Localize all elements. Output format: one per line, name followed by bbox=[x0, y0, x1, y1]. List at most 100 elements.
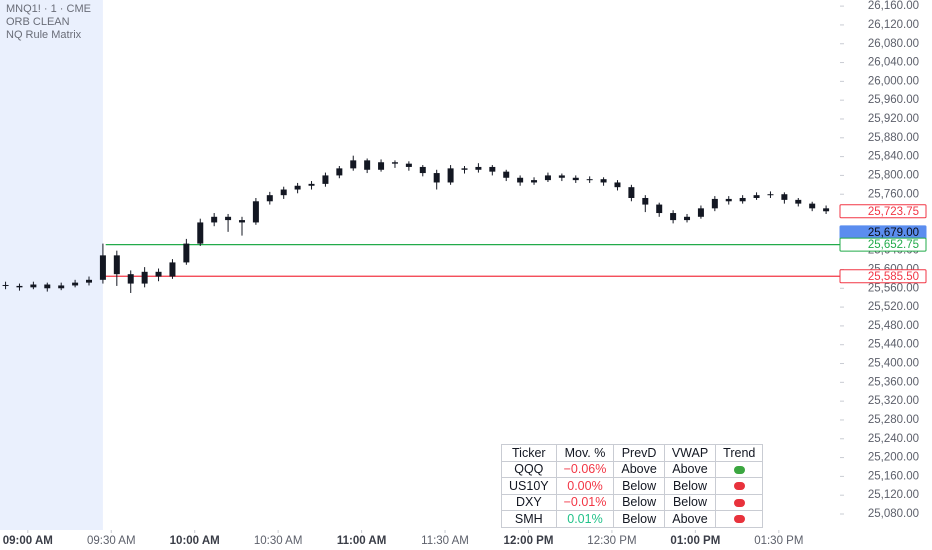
price-box bbox=[839, 204, 927, 219]
indicator-name: ORB CLEAN bbox=[6, 16, 70, 28]
x-tick-label: 10:30 AM bbox=[254, 535, 303, 547]
candle-body bbox=[809, 203, 816, 209]
candle-body bbox=[266, 195, 273, 202]
table-row: SMH 0.01% Below Above bbox=[501, 510, 764, 528]
candle-body bbox=[280, 189, 287, 196]
candle-body bbox=[113, 255, 120, 275]
trend-cell bbox=[715, 493, 764, 511]
candle-body bbox=[531, 180, 538, 183]
candle-body bbox=[405, 163, 412, 167]
candle-body bbox=[628, 187, 635, 198]
y-tick-label: 25,880.00 bbox=[868, 132, 919, 144]
trend-cell bbox=[715, 510, 764, 528]
table-row: DXY −0.01% Below Below bbox=[501, 493, 764, 511]
chart-header: MNQ1! · 1 · CME ORB CLEAN NQ Rule Matrix bbox=[6, 3, 91, 42]
candle-body bbox=[350, 160, 357, 169]
y-tick-label: 25,520.00 bbox=[868, 301, 919, 313]
candle-body bbox=[155, 271, 162, 277]
prevd-cell: Below bbox=[613, 493, 665, 511]
candle-body bbox=[378, 162, 385, 170]
y-tick-label: 25,480.00 bbox=[868, 320, 919, 332]
candle-body bbox=[225, 216, 232, 221]
candle-body bbox=[447, 168, 454, 183]
move-cell: 0.01% bbox=[555, 510, 615, 528]
candle-body bbox=[364, 160, 371, 170]
x-tick-label: 11:00 AM bbox=[337, 535, 386, 547]
x-tick-label: 01:00 PM bbox=[670, 535, 720, 547]
candle-body bbox=[294, 185, 301, 190]
candle-body bbox=[517, 177, 524, 183]
candle-body bbox=[183, 243, 190, 263]
y-tick-label: 25,440.00 bbox=[868, 339, 919, 351]
price-label: 25,679.00 bbox=[868, 227, 919, 239]
candle-body bbox=[670, 213, 677, 221]
candle-body bbox=[461, 168, 468, 170]
candle-body bbox=[238, 220, 245, 223]
trend-cell bbox=[715, 460, 764, 478]
candle-body bbox=[753, 195, 760, 198]
y-tick-label: 26,000.00 bbox=[868, 75, 919, 87]
price-label: 25,652.75 bbox=[868, 239, 919, 251]
table-row: QQQ −0.06% Above Above bbox=[501, 460, 764, 478]
candle-body bbox=[642, 197, 649, 205]
ticker-cell: QQQ bbox=[501, 460, 557, 478]
y-tick-label: 25,560.00 bbox=[868, 282, 919, 294]
y-tick-label: 25,200.00 bbox=[868, 452, 919, 464]
trend-dot bbox=[733, 498, 745, 507]
trend-dot bbox=[733, 482, 745, 491]
table-row: Ticker Mov. % PrevD VWAP Trend bbox=[501, 444, 764, 462]
candle-body bbox=[433, 173, 440, 183]
candle-body bbox=[572, 177, 579, 181]
x-tick-label: 12:00 PM bbox=[504, 535, 554, 547]
ticker-cell: US10Y bbox=[501, 477, 557, 495]
y-tick-label: 25,400.00 bbox=[868, 358, 919, 370]
y-tick-label: 25,240.00 bbox=[868, 433, 919, 445]
x-tick-label: 12:30 PM bbox=[587, 535, 636, 547]
table-row: US10Y 0.00% Below Below bbox=[501, 477, 764, 495]
y-tick-label: 25,800.00 bbox=[868, 169, 919, 181]
table-header: Mov. % bbox=[555, 444, 615, 462]
rule-matrix: Ticker Mov. % PrevD VWAP Trend QQQ −0.06% Above… bbox=[501, 444, 764, 528]
y-tick-label: 25,960.00 bbox=[868, 94, 919, 106]
candle-body bbox=[781, 194, 788, 200]
candle-body bbox=[503, 171, 510, 178]
candle-body bbox=[211, 216, 218, 223]
y-tick-label: 25,360.00 bbox=[868, 376, 919, 388]
ticker-cell: SMH bbox=[501, 510, 557, 528]
candle-body bbox=[391, 162, 398, 164]
y-tick-label: 26,080.00 bbox=[868, 38, 919, 50]
move-cell: −0.01% bbox=[555, 493, 615, 511]
move-cell: 0.00% bbox=[555, 477, 615, 495]
prevd-cell: Below bbox=[613, 510, 665, 528]
vwap-cell: Above bbox=[663, 510, 717, 528]
candle-body bbox=[58, 285, 65, 289]
table-header: Ticker bbox=[501, 444, 557, 462]
y-tick-label: 25,840.00 bbox=[868, 151, 919, 163]
candle-body bbox=[656, 204, 663, 214]
vwap-cell: Below bbox=[663, 493, 717, 511]
table-header: VWAP bbox=[663, 444, 717, 462]
candle-body bbox=[739, 197, 746, 202]
candle-body bbox=[72, 282, 79, 286]
candle-body bbox=[197, 222, 204, 244]
candle-body bbox=[614, 182, 621, 188]
y-tick-label: 26,040.00 bbox=[868, 57, 919, 69]
candle-body bbox=[767, 194, 774, 196]
price-box bbox=[839, 237, 927, 252]
candle-body bbox=[711, 198, 718, 209]
y-tick-label: 25,760.00 bbox=[868, 188, 919, 200]
candle-body bbox=[697, 208, 704, 217]
candle-body bbox=[823, 208, 830, 212]
ticker-cell: DXY bbox=[501, 493, 557, 511]
candle-body bbox=[44, 284, 51, 289]
candle-body bbox=[558, 175, 565, 178]
candle-body bbox=[169, 262, 176, 277]
y-tick-label: 25,320.00 bbox=[868, 395, 919, 407]
candle-body bbox=[141, 271, 148, 284]
price-label: 25,585.50 bbox=[868, 271, 919, 283]
candle-body bbox=[16, 285, 23, 288]
x-tick-label: 09:00 AM bbox=[3, 535, 53, 547]
candle-body bbox=[725, 198, 732, 202]
